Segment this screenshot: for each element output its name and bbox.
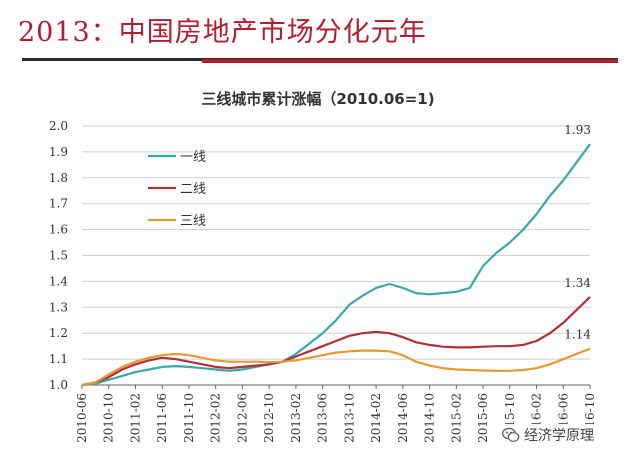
title-rule-accent: [202, 59, 618, 63]
y-tick-label: 1.3: [49, 300, 68, 314]
slide-title: 2013：中国房地产市场分化元年: [18, 17, 427, 48]
x-tick-label: 2014-10: [423, 393, 437, 443]
y-tick-label: 2.0: [49, 119, 68, 133]
series-line-3: [81, 347, 591, 387]
x-axis-ticks: 2010-06 2010-10 2011-02 2011-06 2011-10 2012-…: [75, 385, 597, 443]
y-tick-label: 1.0: [49, 378, 68, 392]
y-tick-label: 1.2: [49, 326, 68, 340]
legend-label: 二线: [180, 182, 206, 197]
legend-label: 一线: [180, 150, 206, 165]
x-tick-label: 2014-06: [396, 393, 410, 443]
x-tick-label: 2012-06: [235, 393, 249, 443]
legend-label: 三线: [180, 214, 206, 229]
chart-title: 三线城市累计涨幅（2010.06=1): [201, 90, 434, 108]
x-tick-label: 2013-06: [316, 393, 330, 443]
y-axis-ticks: 1.0 1.1 1.2 1.3 1.4 1.5 1.6 1.7 1.8 1.9 2.0: [49, 119, 68, 392]
y-tick-label: 1.1: [49, 352, 68, 366]
x-tick-label: 2011-02: [128, 393, 142, 443]
end-value-label: 1.93: [564, 123, 591, 137]
y-tick-label: 1.8: [49, 171, 68, 185]
x-tick-label: 2015-02: [449, 393, 463, 443]
end-value-label: 1.14: [564, 328, 591, 342]
x-tick-label: 2010-06: [75, 393, 89, 443]
x-tick-label: 2012-10: [262, 393, 276, 443]
y-tick-label: 1.6: [49, 223, 68, 237]
x-tick-label: 2013-02: [289, 393, 303, 443]
x-tick-label: 2013-10: [342, 393, 356, 443]
x-tick-label: 2014-02: [369, 393, 383, 443]
y-tick-label: 1.9: [49, 145, 68, 159]
series-group: [81, 143, 591, 387]
x-tick-label: 2011-10: [182, 393, 196, 443]
end-labels: 1.93 1.34 1.14: [564, 123, 591, 342]
x-tick-label: 2012-02: [209, 393, 223, 443]
series-line-1: [81, 143, 591, 387]
grid-lines: [82, 125, 590, 360]
y-tick-label: 1.4: [49, 274, 68, 288]
x-tick-label: 2015-06: [476, 393, 490, 443]
series-line-2: [81, 296, 591, 387]
x-tick-label: 2011-06: [155, 393, 169, 443]
y-tick-label: 1.7: [49, 197, 68, 211]
wechat-icon: [502, 427, 520, 442]
watermark: 经济学原理: [498, 424, 598, 446]
end-value-label: 1.34: [564, 276, 591, 290]
title-rule: [22, 58, 618, 63]
watermark-text: 经济学原理: [524, 428, 594, 444]
x-tick-label: 2010-10: [102, 393, 116, 443]
y-tick-label: 1.5: [49, 249, 68, 263]
